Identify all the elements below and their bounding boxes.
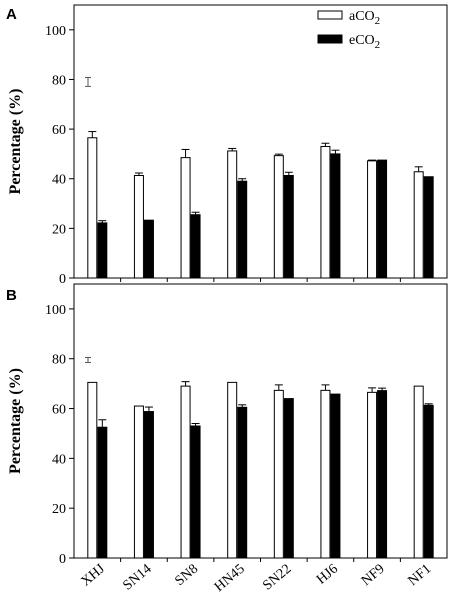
legend: aCO2 eCO2 [317, 9, 380, 51]
bar-eco2 [97, 426, 108, 559]
legend-eco2-swatch [317, 34, 343, 44]
y-axis-label: Percentage (%) [7, 89, 24, 195]
x-tick-label: NF9 [359, 562, 388, 590]
bar-eco2 [237, 406, 248, 559]
panel-a: A 0 20 40 60 80 100 Percentage (%) aCO2 eCO2 [6, 4, 448, 287]
y-axis-label: Percentage (%) [7, 368, 24, 474]
bar-aco2 [87, 137, 98, 279]
bar-aco2 [133, 405, 144, 559]
plot-frame [73, 283, 448, 559]
bar-eco2 [330, 153, 341, 279]
bar-aco2 [273, 389, 284, 559]
y-tick-label: 40 [52, 452, 66, 467]
bar-aco2 [227, 150, 238, 279]
bar-eco2 [283, 398, 294, 559]
y-tick-label: 80 [52, 353, 66, 368]
bar-eco2 [377, 390, 388, 559]
bar-eco2 [330, 393, 341, 559]
bar-eco2 [190, 214, 201, 279]
bar-aco2 [180, 385, 191, 559]
bar-eco2 [377, 159, 388, 279]
legend-eco2-label: eCO2 [349, 33, 380, 51]
bar-eco2 [143, 219, 154, 279]
y-tick-label: 60 [52, 123, 66, 138]
y-tick-label: 0 [59, 272, 66, 287]
bar-eco2 [283, 175, 294, 279]
x-tick-label: NF1 [406, 562, 435, 590]
panel-b: B 0 20 40 60 80 100 Percentage (%) [6, 283, 448, 567]
bar-eco2 [143, 411, 154, 559]
bar-eco2 [97, 222, 108, 279]
bar-eco2 [423, 404, 434, 559]
bar-aco2 [413, 385, 424, 559]
y-tick-label: 100 [45, 303, 66, 318]
y-tick-label: 100 [45, 24, 66, 39]
x-tick-label: HN45 [212, 562, 248, 595]
panel-letter: B [6, 287, 17, 304]
bar-aco2 [413, 171, 424, 279]
bar-aco2 [320, 145, 331, 279]
plot-frame [73, 4, 448, 279]
legend-aco2-swatch [317, 10, 343, 20]
x-tick-label: XHJ [79, 561, 109, 589]
bar-aco2 [367, 391, 378, 559]
bar-aco2 [180, 157, 191, 279]
x-tick-label: SN8 [172, 562, 201, 590]
bar-eco2 [423, 176, 434, 279]
panel-letter: A [6, 6, 17, 23]
y-tick-label: 40 [52, 173, 66, 188]
y-tick-label: 0 [59, 552, 66, 567]
legend-aco2-label: aCO2 [349, 9, 380, 27]
y-tick-label: 20 [52, 222, 66, 237]
bar-aco2 [87, 381, 98, 559]
bar-aco2 [227, 381, 238, 559]
bar-eco2 [190, 425, 201, 559]
x-tick-label: SN22 [260, 562, 294, 594]
x-tick-label: SN14 [120, 562, 154, 594]
y-tick-label: 20 [52, 502, 66, 517]
y-tick-label: 80 [52, 73, 66, 88]
y-tick-label: 60 [52, 403, 66, 418]
bar-eco2 [237, 180, 248, 279]
bar-aco2 [367, 160, 378, 279]
bar-aco2 [320, 389, 331, 559]
bar-aco2 [273, 155, 284, 279]
x-tick-label: HJ6 [314, 562, 341, 588]
bar-aco2 [133, 175, 144, 279]
